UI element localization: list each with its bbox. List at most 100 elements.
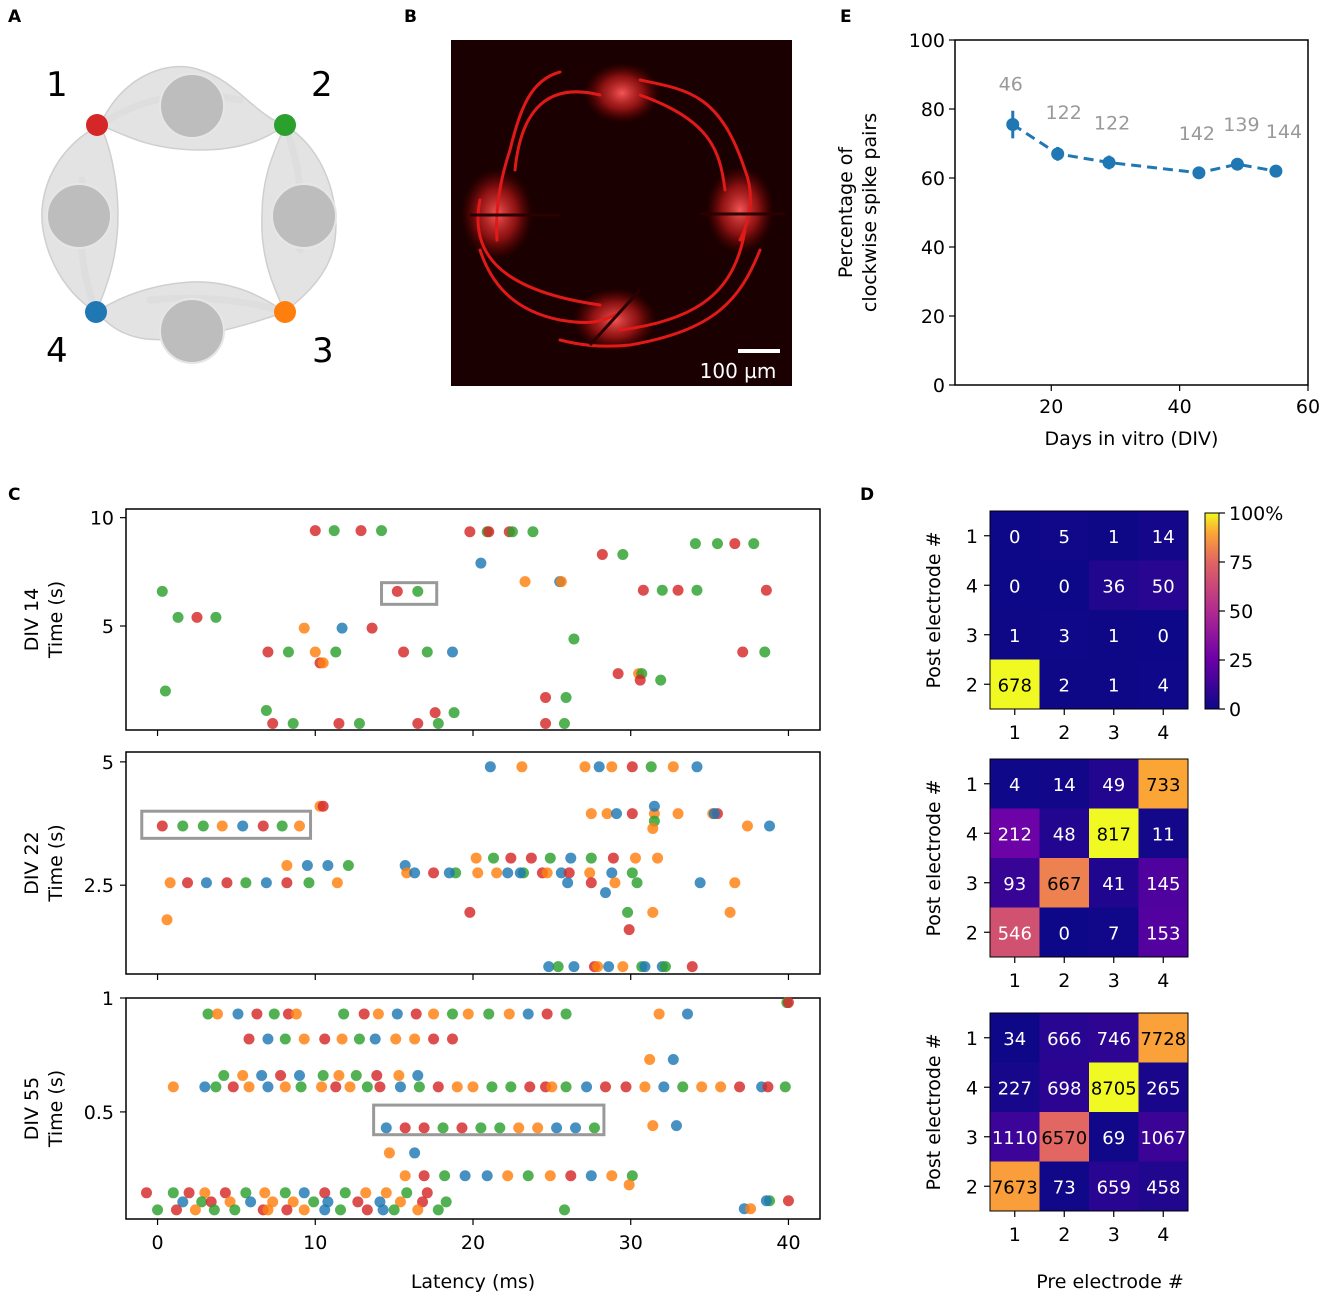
spike-dot — [210, 611, 222, 623]
spike-dot — [519, 576, 531, 588]
spike-dot — [216, 820, 228, 832]
heatmap-cell-value: 227 — [998, 1078, 1032, 1099]
spike-dot — [262, 646, 274, 658]
spike-dot — [374, 1081, 386, 1093]
spike-dot — [472, 867, 484, 879]
heatmap-cell-value: 93 — [1003, 874, 1026, 895]
spike-dot — [691, 584, 703, 596]
colorbar-tick-label: 0 — [1229, 699, 1241, 721]
spike-dot — [328, 525, 340, 537]
spike-dot — [355, 525, 367, 537]
heatmap-cell-value: 1 — [1108, 626, 1119, 647]
y-tick-label: 5 — [102, 752, 114, 774]
column-label: 1 — [1009, 970, 1021, 992]
spike-dot — [182, 877, 194, 889]
spike-dot — [295, 1081, 307, 1093]
data-point — [1102, 155, 1116, 169]
spike-dot — [298, 1033, 310, 1045]
heatmap-cell-value: 4 — [1009, 775, 1020, 796]
spike-dot — [541, 867, 553, 879]
spike-dot — [585, 808, 597, 820]
spike-dot — [464, 526, 476, 538]
heatmap-cell — [1039, 1013, 1090, 1063]
heatmap-cell — [1089, 759, 1139, 809]
heatmap-cell-value: 212 — [998, 824, 1032, 845]
spike-dot — [191, 611, 203, 623]
spike-dot — [724, 906, 736, 918]
spike-dot — [409, 1033, 421, 1045]
spike-dot — [555, 576, 567, 588]
heatmap-cell-value: 667 — [1047, 874, 1081, 895]
spike-dot — [432, 1081, 444, 1093]
spike-dot — [428, 1033, 440, 1045]
spike-dot — [644, 1054, 656, 1066]
spike-dot — [336, 622, 348, 634]
heatmap-cell-value: 5 — [1059, 527, 1070, 548]
column-label: 3 — [1108, 970, 1120, 992]
spike-dot — [350, 1069, 362, 1081]
spike-dot — [377, 1204, 389, 1216]
spike-dot — [322, 859, 334, 871]
spike-dot — [339, 1187, 351, 1199]
y-tick-label: 10 — [90, 508, 114, 530]
spike-dot — [451, 1081, 463, 1093]
spike-dot — [446, 1033, 458, 1045]
spike-dot — [372, 1008, 384, 1020]
spike-dot — [393, 1069, 405, 1081]
spike-dot — [401, 1187, 413, 1199]
spike-dot — [603, 961, 615, 973]
heatmap-cell — [990, 1112, 1040, 1162]
heatmap-frame — [989, 510, 1189, 710]
heatmap-cell — [1138, 1161, 1189, 1212]
spike-dot — [210, 1081, 222, 1093]
heatmap-cell-value: 14 — [1152, 527, 1175, 548]
spike-dot — [353, 718, 365, 729]
panel-label-a: A — [8, 7, 22, 27]
spike-dot — [410, 1008, 422, 1020]
heatmap-cell — [1089, 808, 1139, 859]
heatmap-cell — [1089, 1112, 1139, 1162]
heatmap-cell — [1039, 759, 1090, 809]
spike-dot — [745, 1203, 757, 1215]
heatmap-cell-value: 1 — [1108, 527, 1119, 548]
spike-dot — [446, 646, 458, 658]
spike-dot — [390, 1033, 402, 1045]
spike-dot — [361, 1204, 373, 1216]
spike-dot — [399, 1122, 411, 1134]
heatmap-cell-value: 34 — [1003, 1029, 1026, 1050]
spike-dot — [429, 707, 441, 719]
spike-dot — [218, 1069, 230, 1081]
heatmap-cell — [1138, 511, 1189, 561]
spike-dot — [330, 646, 342, 658]
spike-dot — [551, 1122, 563, 1134]
y-tick-label: 0.5 — [84, 1102, 114, 1124]
spike-dot — [219, 1187, 231, 1199]
heatmap-cell — [1039, 858, 1090, 908]
spike-dot — [599, 1081, 611, 1093]
spike-dot — [229, 1204, 241, 1216]
x-tick-label: 10 — [303, 1232, 327, 1254]
spike-dot — [459, 1170, 471, 1182]
spike-dot — [558, 718, 570, 729]
spike-dot — [637, 584, 649, 596]
heatmap-cell-value: 1 — [1108, 675, 1119, 696]
spike-dot — [562, 877, 574, 889]
spike-dot — [748, 538, 760, 550]
spike-dot — [417, 1196, 429, 1208]
heatmap-cell — [1089, 858, 1139, 908]
y-axis-label: Post electrode # — [923, 531, 945, 688]
schematic-panel: 1 2 3 4 — [41, 65, 337, 371]
heatmap-cell-value: 41 — [1102, 874, 1125, 895]
spike-dot — [303, 877, 315, 889]
spike-dot — [626, 761, 638, 773]
spike-dot — [412, 585, 424, 597]
spike-dot — [525, 852, 537, 864]
spike-dot — [464, 906, 476, 918]
heatmap-cell — [1039, 1062, 1090, 1113]
spike-dot — [505, 1081, 517, 1093]
heatmap-cell-value: 7728 — [1140, 1029, 1186, 1050]
spike-dot — [475, 1122, 487, 1134]
x-tick-label: 20 — [1039, 396, 1063, 418]
column-label: 2 — [1058, 722, 1070, 744]
